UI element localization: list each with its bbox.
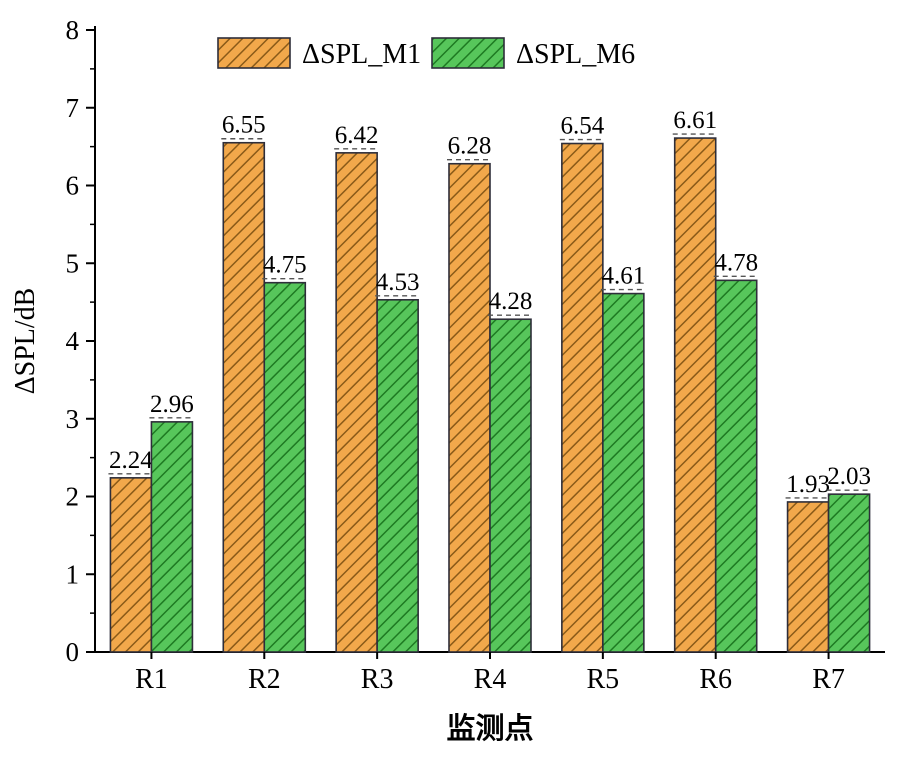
bar-value-label: 4.53	[376, 269, 420, 296]
y-tick-label: 0	[66, 637, 80, 667]
bar-ΔSPL_M6-R6	[714, 279, 758, 653]
bar-ΔSPL_M6-R3	[376, 298, 419, 653]
legend-label-ΔSPL_M1: ΔSPL_M1	[302, 39, 421, 70]
bar-value-label: 2.03	[827, 463, 871, 490]
bar-value-label: 4.28	[489, 288, 533, 315]
bar-ΔSPL_M6-R2	[263, 281, 307, 653]
x-axis-title: 监测点	[446, 712, 533, 745]
bar-value-label: 6.61	[673, 107, 717, 134]
x-tick-label: R3	[361, 664, 394, 695]
x-tick-label: R7	[812, 664, 845, 695]
bar-value-label: 4.75	[263, 252, 307, 279]
bar-value-label: 2.24	[109, 447, 153, 474]
y-tick-label: 4	[66, 326, 80, 356]
bar-ΔSPL_M1-R7	[786, 501, 830, 653]
y-tick-label: 2	[66, 482, 80, 512]
y-axis-title: ΔSPL/dB	[10, 288, 41, 395]
x-tick-label: R1	[135, 664, 168, 695]
bar-ΔSPL_M6-R7	[827, 493, 871, 653]
bar-ΔSPL_M6-R5	[602, 292, 645, 653]
bar-value-label: 6.54	[560, 113, 604, 140]
bar-ΔSPL_M1-R6	[673, 137, 717, 653]
legend-swatch-ΔSPL_M6	[431, 37, 505, 69]
y-tick-label: 1	[66, 559, 80, 589]
bar-ΔSPL_M1-R4	[448, 162, 491, 653]
y-tick-label: 3	[66, 404, 80, 434]
bar-value-label: 6.28	[448, 133, 492, 160]
bar-value-label: 6.42	[335, 122, 379, 149]
x-tick-label: R4	[474, 664, 507, 695]
y-tick-label: 7	[66, 93, 80, 123]
bar-value-label: 4.61	[601, 263, 645, 290]
bar-ΔSPL_M1-R1	[109, 477, 153, 653]
bar-value-label: 2.96	[150, 391, 194, 418]
bar-ΔSPL_M6-R1	[150, 421, 194, 653]
legend-label-ΔSPL_M6: ΔSPL_M6	[516, 39, 635, 70]
x-tick-label: R5	[587, 664, 620, 695]
bar-value-label: 4.78	[714, 249, 758, 276]
y-tick-label: 6	[66, 171, 80, 201]
bar-value-label: 6.55	[222, 112, 266, 139]
x-tick-label: R6	[699, 664, 732, 695]
bar-value-label: 1.93	[786, 471, 830, 498]
y-tick-label: 5	[66, 248, 80, 278]
bar-ΔSPL_M1-R2	[222, 141, 266, 653]
bar-ΔSPL_M6-R4	[489, 318, 532, 653]
x-tick-label: R2	[248, 664, 281, 695]
y-tick-label: 8	[66, 15, 80, 45]
legend-swatch-ΔSPL_M1	[217, 37, 291, 69]
bar-ΔSPL_M1-R5	[561, 142, 604, 653]
bar-ΔSPL_M1-R3	[335, 152, 378, 653]
